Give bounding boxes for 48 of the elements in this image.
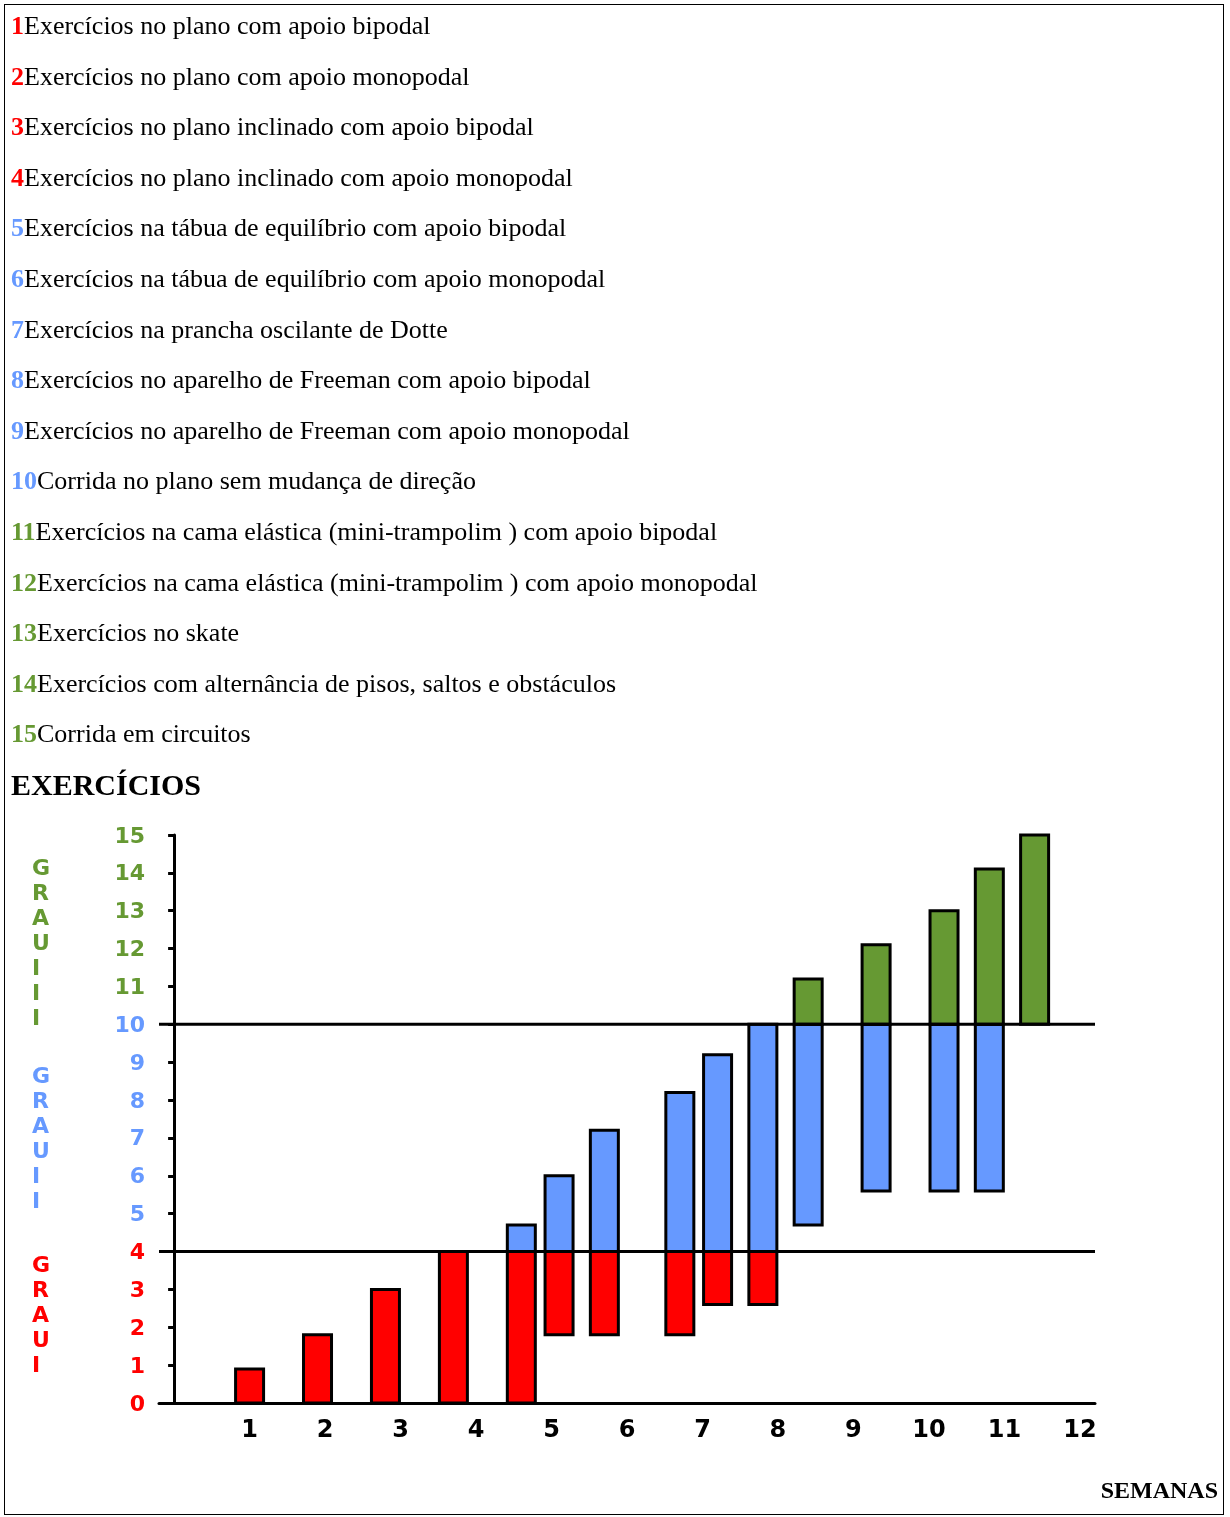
y-tick-label: 3 bbox=[129, 1276, 145, 1302]
y-tick-label: 13 bbox=[114, 898, 145, 924]
x-tick-label: 8 bbox=[769, 1415, 787, 1443]
x-tick-label: 11 bbox=[987, 1415, 1022, 1443]
y-tick-label: 8 bbox=[129, 1087, 145, 1113]
text: 4Exercícios no plano inclinado com apoio monopodal bbox=[11, 161, 574, 194]
y-tick-label: 15 bbox=[114, 822, 145, 848]
y-tick-label: 12 bbox=[114, 936, 145, 962]
y-tick-label: 6 bbox=[129, 1163, 145, 1189]
y-tick-label: 5 bbox=[129, 1201, 145, 1227]
x-tick-label: 1 bbox=[241, 1415, 258, 1443]
text: GRAU III bbox=[32, 854, 51, 1030]
y-tick-label: 11 bbox=[114, 973, 145, 999]
y-tick-label: 1 bbox=[129, 1352, 145, 1378]
text: 10Corrida no plano sem mudança de direção bbox=[11, 465, 477, 498]
text: 3Exercícios no plano inclinado com apoio bipodal bbox=[11, 111, 535, 144]
text: 14Exercícios com alternância de pisos, saltos e obstáculos bbox=[11, 667, 618, 700]
x-tick-label: 9 bbox=[845, 1415, 862, 1443]
y-tick-label: 14 bbox=[114, 860, 145, 886]
x-tick-label: 7 bbox=[694, 1415, 711, 1443]
y-tick-label: 2 bbox=[129, 1314, 145, 1340]
text: 11Exercícios na cama elástica (mini-trampolim ) com apoio bipodal bbox=[11, 515, 719, 548]
x-tick-label: 10 bbox=[912, 1415, 946, 1443]
x-tick-label: 3 bbox=[392, 1415, 409, 1443]
text: 2Exercícios no plano com apoio monopodal bbox=[11, 60, 471, 93]
y-tick-label: 4 bbox=[129, 1239, 145, 1265]
text: 12Exercícios na cama elástica (mini-trampolim ) com apoio monopodal bbox=[11, 566, 758, 599]
x-tick-label: 2 bbox=[316, 1415, 334, 1443]
text: 6Exercícios na tábua de equilíbrio com apoio monopodal bbox=[11, 262, 607, 295]
text: 1Exercícios no plano com apoio bipodal bbox=[11, 10, 432, 42]
x-tick-label: 6 bbox=[618, 1415, 636, 1443]
text: 13Exercícios no skate bbox=[11, 617, 241, 650]
text: GRAU I bbox=[32, 1252, 51, 1378]
y-tick-label: 9 bbox=[129, 1049, 145, 1075]
text: 5Exercícios na tábua de equilíbrio com apoio bipodal bbox=[11, 212, 568, 245]
x-tick-label: 12 bbox=[1063, 1415, 1097, 1443]
y-tick-label: 0 bbox=[129, 1390, 145, 1416]
text: 8Exercícios no aparelho de Freeman com apoio bipodal bbox=[11, 364, 592, 397]
x-tick-label: 4 bbox=[467, 1415, 485, 1443]
y-tick-label: 10 bbox=[114, 1011, 145, 1037]
text: 9Exercícios no aparelho de Freeman com apoio monopodal bbox=[11, 414, 631, 447]
chart-title: EXERCÍCIOS bbox=[11, 768, 202, 802]
y-tick-label: 7 bbox=[129, 1125, 145, 1151]
x-tick-label: 5 bbox=[543, 1415, 560, 1443]
text: GRAU II bbox=[32, 1062, 51, 1213]
text: 15Corrida em circuitos bbox=[11, 718, 252, 751]
x-axis-title: SEMANAS bbox=[1100, 1477, 1219, 1503]
text: 7Exercícios na prancha oscilante de Dotte bbox=[11, 313, 449, 346]
